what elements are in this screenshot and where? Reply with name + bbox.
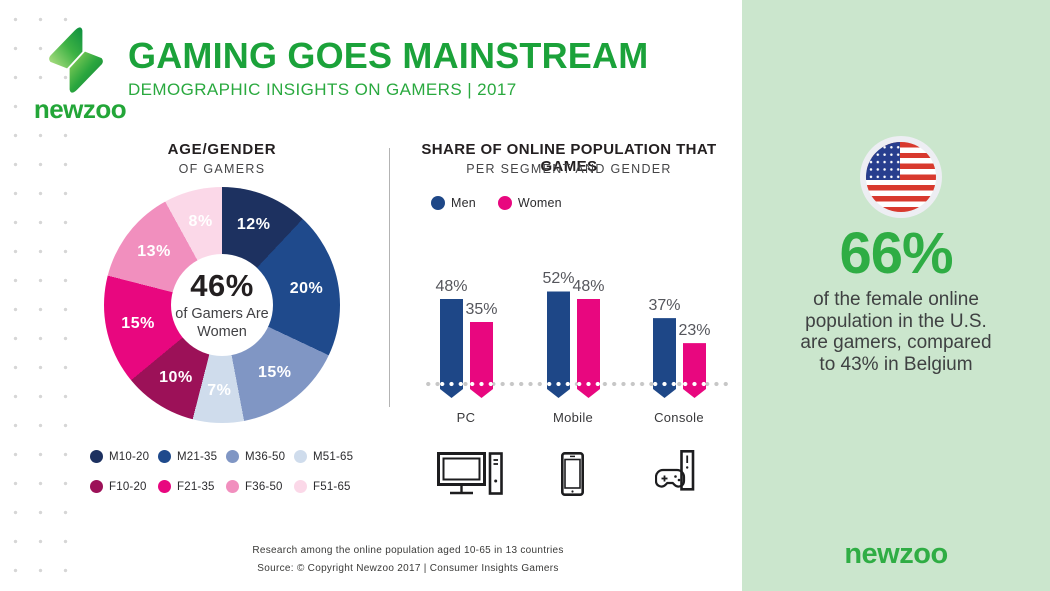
category-label-console: Console <box>654 410 704 425</box>
newzoo-logo-icon <box>49 27 103 93</box>
legend-label: M21-35 <box>177 450 218 463</box>
legend-item: M36-50 <box>226 450 294 463</box>
section-divider <box>389 148 390 407</box>
legend-label: M51-65 <box>313 450 354 463</box>
bar-chart-subtitle: PER SEGMENT AND GENDER <box>466 162 672 176</box>
console-icon <box>655 450 695 491</box>
bar-women-mobile <box>577 299 600 398</box>
legend-item: M21-35 <box>158 450 226 463</box>
legend-dot-icon <box>226 450 239 463</box>
left-dot-grid-pattern <box>0 0 72 591</box>
legend-label: M36-50 <box>245 450 286 463</box>
donut-chart-title: AGE/GENDER <box>167 141 277 158</box>
legend-label: F10-20 <box>109 480 147 493</box>
legend-item: M51-65 <box>294 450 362 463</box>
category-label-mobile: Mobile <box>552 410 594 425</box>
bar-baseline-dots <box>470 381 493 387</box>
legend-item: Women <box>497 196 562 210</box>
legend-item: M10-20 <box>90 450 158 463</box>
bar-men-pc <box>440 299 463 398</box>
panel-brand-wordmark: newzoo <box>844 538 948 570</box>
legend-dot-icon <box>431 196 445 210</box>
donut-center: 46% of Gamers Are Women <box>171 254 273 356</box>
legend-dot-icon <box>90 450 103 463</box>
legend-dot-icon <box>226 480 239 493</box>
legend-label: F21-35 <box>177 480 215 493</box>
mobile-icon <box>561 452 584 496</box>
legend-item: F36-50 <box>226 480 294 493</box>
footer-line-2: Source: © Copyright Newzoo 2017 | Consum… <box>257 563 559 574</box>
slice-label: 20% <box>289 279 324 297</box>
legend-dot-icon <box>90 480 103 493</box>
legend-label: M10-20 <box>109 450 150 463</box>
slice-label: 13% <box>137 243 171 261</box>
bar-chart-legend: Men Women <box>431 196 562 210</box>
donut-center-value: 46% <box>190 268 254 304</box>
highlight-stat-value: 66% <box>839 221 953 286</box>
legend-label: Men <box>451 196 476 210</box>
bar-chart-title: SHARE OF ONLINE POPULATION THAT GAMES <box>421 141 717 175</box>
legend-item: F10-20 <box>90 480 158 493</box>
slice-label: 15% <box>121 314 155 332</box>
bar-value-label: 48% <box>572 277 605 295</box>
category-label-pc: PC <box>456 410 476 425</box>
header: GAMING GOES MAINSTREAM DEMOGRAPHIC INSIG… <box>128 37 648 100</box>
share-of-population-bar-chart: 48% 35% 52% 48% 37% 23% PC Mobile Consol… <box>420 270 740 445</box>
slice-label: 7% <box>207 381 232 399</box>
footer-line-1: Research among the online population age… <box>252 545 564 556</box>
footer: Research among the online population age… <box>108 545 708 581</box>
page-title: GAMING GOES MAINSTREAM <box>128 35 649 76</box>
us-flag-icon <box>860 136 942 218</box>
bar-baseline-dots <box>440 381 463 387</box>
pc-icon <box>437 452 503 495</box>
bar-men-mobile <box>547 291 570 398</box>
bar-value-label: 23% <box>678 322 711 340</box>
legend-dot-icon <box>294 480 307 493</box>
slice-label: 10% <box>159 368 193 386</box>
legend-label: Women <box>517 196 562 210</box>
slice-label: 12% <box>236 216 271 234</box>
legend-label: F36-50 <box>245 480 283 493</box>
age-gender-donut-chart: 12% 20% 15% 7% 10% 15% 13% 8% 46% of Gam… <box>104 187 340 423</box>
donut-center-label: of Gamers Are Women <box>175 306 269 340</box>
bar-women-pc <box>470 322 493 398</box>
donut-chart-subtitle: OF GAMERS <box>178 162 266 176</box>
donut-legend: M10-20 M21-35 M36-50 M51-65 F10-20 F21-3… <box>90 450 362 493</box>
legend-label: F51-65 <box>313 480 351 493</box>
highlight-panel: 66% of the female online population in t… <box>742 0 1050 591</box>
slice-label: 15% <box>257 363 292 381</box>
legend-dot-icon <box>158 450 171 463</box>
bar-baseline-dots <box>577 381 600 387</box>
legend-item: F51-65 <box>294 480 362 493</box>
bar-baseline-dots <box>653 381 676 387</box>
us-flag-canton <box>866 142 900 180</box>
bar-value-label: 48% <box>435 277 468 295</box>
legend-dot-icon <box>294 450 307 463</box>
bar-baseline-dots <box>547 381 570 387</box>
legend-dot-icon <box>158 480 171 493</box>
slice-label: 8% <box>188 212 213 230</box>
page-subtitle: DEMOGRAPHIC INSIGHTS ON GAMERS | 2017 <box>128 80 517 99</box>
legend-item: F21-35 <box>158 480 226 493</box>
us-flag-stripes <box>866 142 936 212</box>
bar-baseline-dots <box>683 381 706 387</box>
bar-value-label: 37% <box>648 297 681 315</box>
bar-value-label: 52% <box>542 270 575 288</box>
bar-value-label: 35% <box>465 300 498 318</box>
bar-men-console <box>653 318 676 398</box>
legend-item: Men <box>431 196 476 210</box>
bar-women-console <box>683 343 706 398</box>
brand-wordmark: newzoo <box>33 94 127 124</box>
highlight-stat-text: of the female online population in the U… <box>800 289 992 375</box>
legend-dot-icon <box>497 196 512 210</box>
